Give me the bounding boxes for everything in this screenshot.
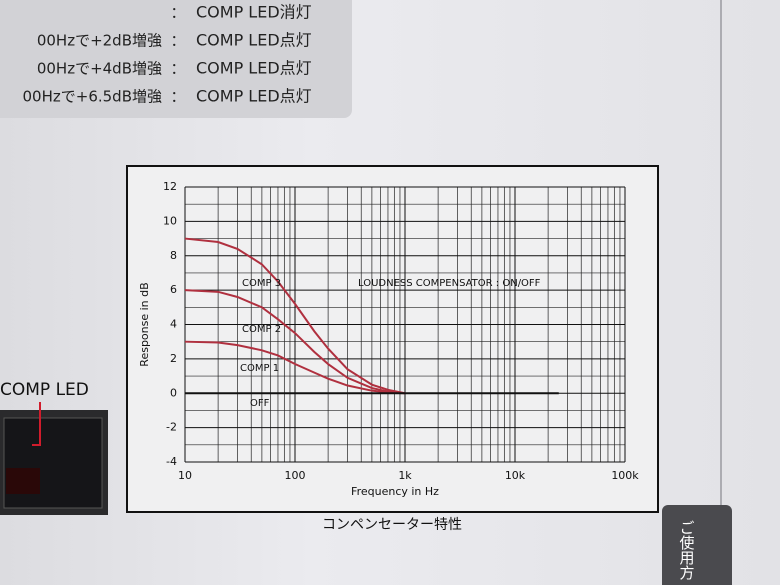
x-tick-label: 100: [285, 469, 306, 482]
y-tick-label: 10: [163, 214, 177, 227]
note-led: COMP LED点灯: [196, 87, 312, 106]
y-tick-label: -4: [166, 455, 177, 468]
series-label: COMP 2: [242, 324, 281, 335]
device-display: [6, 468, 40, 494]
note-sep: ：: [170, 32, 185, 50]
x-tick-label: 10: [178, 469, 192, 482]
notes-panel: [0, 0, 352, 118]
y-tick-label: 2: [170, 352, 177, 365]
series-line: [184, 340, 406, 395]
series-label: COMP 3: [242, 278, 281, 289]
device-face: [3, 417, 103, 509]
x-tick-label: 100k: [611, 469, 639, 482]
side-tab-text: ご使用方: [678, 520, 696, 581]
note-condition: 00Hzで+2dB増強: [37, 32, 162, 50]
x-axis-label: Frequency in Hz: [351, 485, 439, 498]
x-tick-label: 1k: [398, 469, 412, 482]
note-condition: 00Hzで+4dB増強: [37, 60, 162, 78]
chart-frame: [126, 165, 659, 513]
y-tick-label: 4: [170, 318, 177, 331]
x-tick-label: 10k: [505, 469, 526, 482]
annotation: LOUDNESS COMPENSATOR : ON/OFF: [358, 278, 541, 289]
y-tick-label: 12: [163, 180, 177, 193]
y-tick-label: -2: [166, 421, 177, 434]
series-label: OFF: [250, 398, 270, 409]
note-condition: 00Hzで+6.5dB増強: [23, 88, 162, 106]
y-tick-label: 8: [170, 249, 177, 262]
y-tick-label: 0: [170, 386, 177, 399]
series-label: COMP 1: [240, 363, 279, 374]
note-sep: ：: [170, 60, 185, 78]
note-led: COMP LED点灯: [196, 59, 312, 78]
note-led: COMP LED消灯: [196, 3, 312, 22]
note-led: COMP LED点灯: [196, 31, 312, 50]
note-sep: ：: [170, 4, 185, 22]
y-axis-label: Response in dB: [138, 282, 151, 366]
side-tab: [662, 505, 732, 585]
note-sep: ：: [170, 88, 185, 106]
device-label: COMP LED: [0, 380, 89, 400]
led-pointer: [32, 402, 41, 446]
series-line: [184, 289, 406, 395]
y-tick-label: 6: [170, 283, 177, 296]
chart-caption: コンペンセーター特性: [322, 517, 462, 533]
series-line: [184, 237, 406, 395]
